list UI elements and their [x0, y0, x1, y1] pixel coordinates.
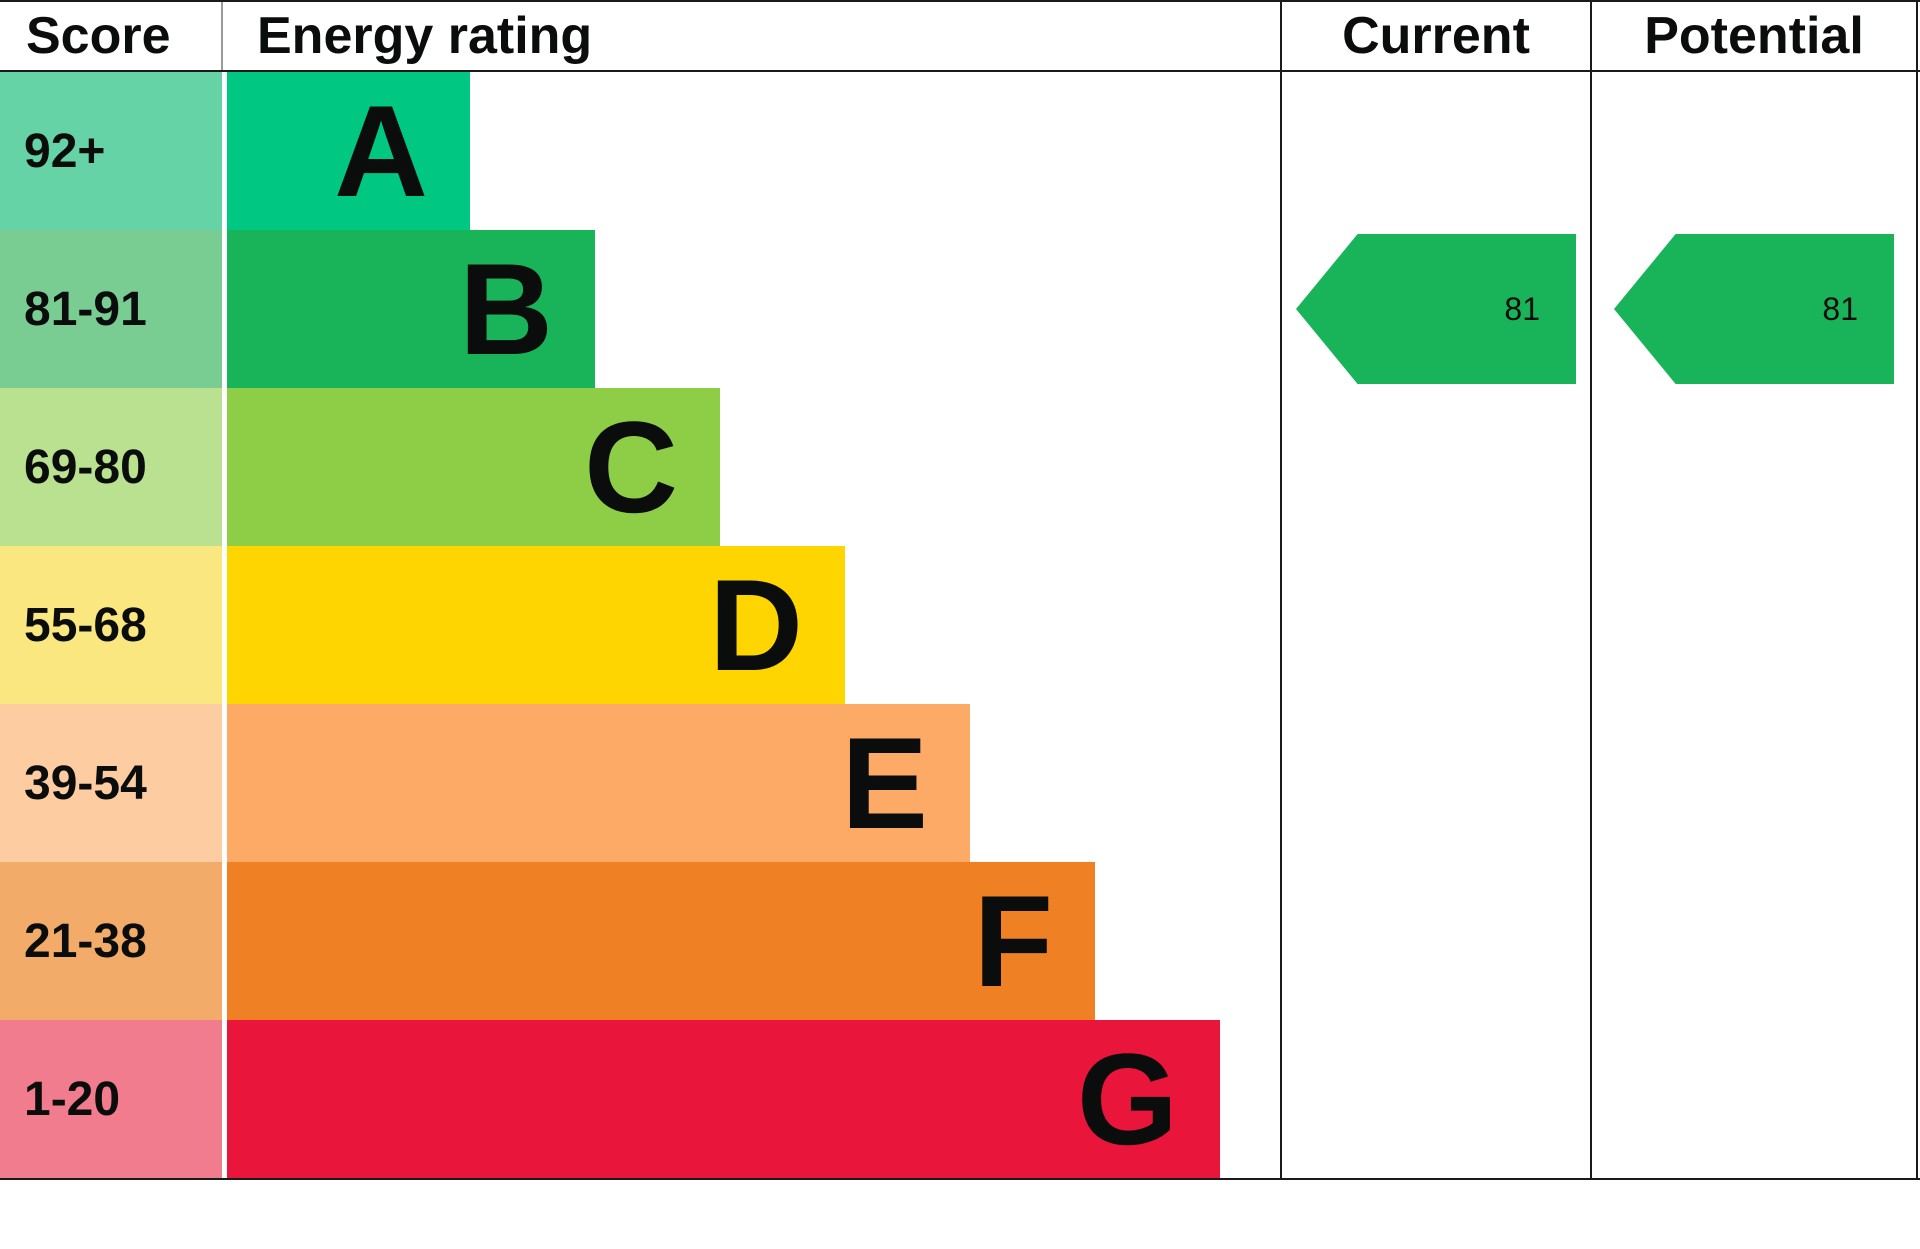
score-range-d: 55-68 — [0, 546, 222, 704]
score-range-b: 81-91 — [0, 230, 222, 388]
band-row-e: 39-54 E — [0, 704, 1220, 862]
band-row-g: 1-20 G — [0, 1020, 1220, 1178]
score-bar-gap — [222, 230, 227, 388]
band-row-b: 81-91 B — [0, 230, 1220, 388]
header-column-divider — [221, 2, 223, 70]
rating-bar-d: D — [227, 546, 845, 704]
rating-letter-e: E — [841, 710, 928, 856]
band-row-c: 69-80 C — [0, 388, 1220, 546]
rating-letter-d: D — [709, 552, 803, 698]
top-border — [0, 0, 1920, 2]
potential-column-right-border — [1916, 0, 1918, 1180]
potential-rating-value: 81 — [1822, 290, 1858, 327]
band-row-a: 92+ A — [0, 72, 1220, 230]
score-bar-gap — [222, 1020, 227, 1178]
score-range-c: 69-80 — [0, 388, 222, 546]
rating-letter-g: G — [1076, 1026, 1178, 1172]
score-range-f: 21-38 — [0, 862, 222, 1020]
rating-bar-a: A — [227, 72, 470, 230]
energy-rating-column-header: Energy rating — [257, 7, 593, 65]
score-range-a: 92+ — [0, 72, 222, 230]
current-rating-value: 81 — [1504, 290, 1540, 327]
score-bar-gap — [222, 388, 227, 546]
rating-bar-e: E — [227, 704, 970, 862]
score-bar-gap — [222, 72, 227, 230]
score-bar-gap — [222, 704, 227, 862]
current-column-left-border — [1280, 0, 1282, 1180]
rating-bar-b: B — [227, 230, 595, 388]
rating-letter-a: A — [334, 78, 428, 224]
score-range-g: 1-20 — [0, 1020, 222, 1178]
band-row-d: 55-68 D — [0, 546, 1220, 704]
rating-bar-c: C — [227, 388, 720, 546]
score-bar-gap — [222, 862, 227, 1020]
rating-letter-c: C — [584, 394, 678, 540]
score-column-header: Score — [26, 7, 171, 65]
rating-letter-f: F — [973, 868, 1053, 1014]
rating-letter-b: B — [459, 236, 553, 382]
bottom-border — [0, 1178, 1920, 1180]
header-underline — [0, 70, 1920, 72]
score-range-e: 39-54 — [0, 704, 222, 862]
band-row-f: 21-38 F — [0, 862, 1220, 1020]
rating-bar-g: G — [227, 1020, 1220, 1178]
current-rating-arrow: 81 — [1296, 234, 1576, 384]
potential-column-header: Potential — [1644, 7, 1864, 65]
potential-rating-arrow: 81 — [1614, 234, 1894, 384]
rating-bands-area: 92+ A 81-91 B 69-80 C 55-68 D 39-54 E 21-38 F 1-20 G — [0, 72, 1220, 1178]
score-bar-gap — [222, 546, 227, 704]
potential-column-left-border — [1590, 0, 1592, 1180]
rating-bar-f: F — [227, 862, 1095, 1020]
current-column-header: Current — [1342, 7, 1530, 65]
